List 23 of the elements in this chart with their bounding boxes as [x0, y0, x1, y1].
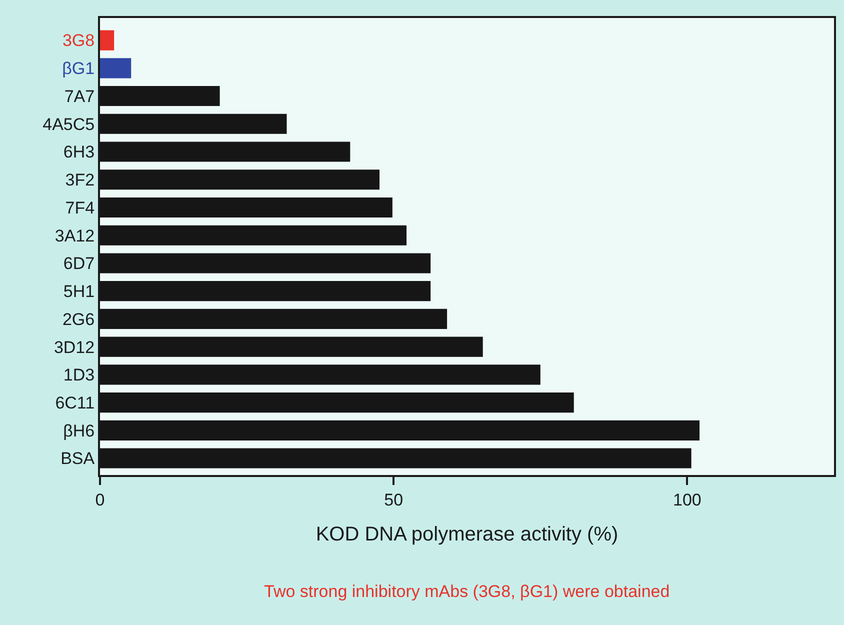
y-tick-label: 7A7	[64, 86, 95, 106]
y-tick-label: 3D12	[54, 338, 95, 357]
y-tick-label: 3G8	[62, 31, 95, 50]
y-tick-label: 6C11	[55, 394, 95, 412]
y-tick-label: 5H1	[63, 282, 95, 302]
x-tick-label: 0	[95, 490, 105, 510]
y-tick-label: 6H3	[63, 142, 95, 162]
y-tick-label: βG1	[62, 59, 95, 78]
y-tick-label: 4A5C5	[42, 114, 95, 134]
x-tick-label: 100	[673, 490, 702, 510]
x-tick-label: 50	[384, 490, 404, 510]
y-tick-label: 1D3	[63, 366, 95, 385]
bar	[100, 30, 114, 50]
y-tick-label: 3F2	[65, 170, 95, 190]
y-tick-label: 7F4	[65, 198, 95, 218]
y-tick-label: BSA	[60, 449, 96, 468]
y-tick-label: 2G6	[62, 310, 95, 329]
x-axis-title: KOD DNA polymerase activity (%)	[316, 523, 618, 546]
y-tick-label: 3A12	[54, 226, 95, 246]
bar	[100, 58, 132, 78]
y-tick-label: 6D7	[63, 254, 95, 274]
text: Two strong inhibitory mAbs (3G8, βG1) were obtained	[264, 582, 670, 601]
y-tick-label: βH6	[63, 421, 95, 440]
